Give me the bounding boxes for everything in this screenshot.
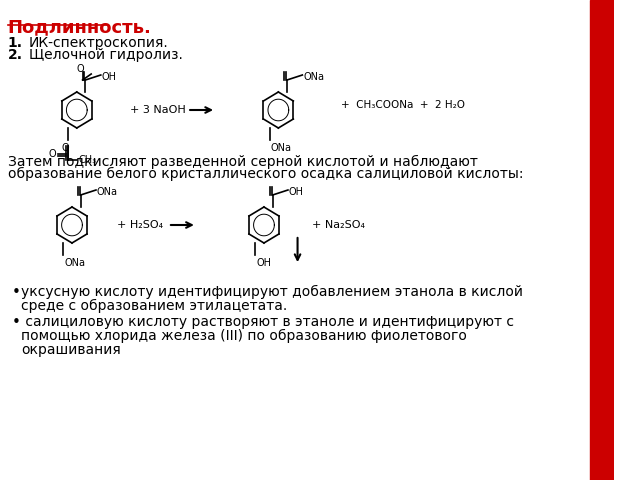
Text: O: O <box>49 149 56 159</box>
Bar <box>590 0 614 480</box>
Text: помощью хлорида железа (III) по образованию фиолетового: помощью хлорида железа (III) по образова… <box>21 329 467 343</box>
Text: OH: OH <box>102 72 116 82</box>
Text: Щелочной гидролиз.: Щелочной гидролиз. <box>29 48 182 62</box>
Text: Затем подкисляют разведенной серной кислотой и наблюдают: Затем подкисляют разведенной серной кисл… <box>8 155 477 169</box>
Text: +  CH₃COONa  +  2 H₂O: + CH₃COONa + 2 H₂O <box>340 100 465 110</box>
Text: окрашивания: окрашивания <box>21 343 121 357</box>
Text: O: O <box>77 64 84 74</box>
Text: ONa: ONa <box>303 72 324 82</box>
Text: ONa: ONa <box>64 258 85 268</box>
Text: •: • <box>12 285 20 300</box>
Text: уксусную кислоту идентифицируют добавлением этанола в кислой: уксусную кислоту идентифицируют добавлен… <box>21 285 523 299</box>
Text: O: O <box>61 143 69 153</box>
Text: образование белого кристаллического осадка салициловой кислоты:: образование белого кристаллического осад… <box>8 167 523 181</box>
Text: среде с образованием этилацетата.: среде с образованием этилацетата. <box>21 299 287 313</box>
Text: 1.: 1. <box>8 36 22 50</box>
Text: салициловую кислоту растворяют в этаноле и идентифицируют с: салициловую кислоту растворяют в этаноле… <box>21 315 514 329</box>
Text: 2.: 2. <box>8 48 22 62</box>
Text: ONa: ONa <box>271 143 292 153</box>
Text: CH₃: CH₃ <box>79 155 97 165</box>
Text: OH: OH <box>289 187 304 197</box>
Text: + H₂SO₄: + H₂SO₄ <box>117 220 163 230</box>
Text: •: • <box>12 315 20 330</box>
Text: Подлинность.: Подлинность. <box>8 18 152 36</box>
Text: ИК-спектроскопия.: ИК-спектроскопия. <box>29 36 168 50</box>
Text: ONa: ONa <box>97 187 118 197</box>
Text: + Na₂SO₄: + Na₂SO₄ <box>312 220 365 230</box>
Text: OH: OH <box>256 258 271 268</box>
Text: + 3 NaOH: + 3 NaOH <box>129 105 186 115</box>
